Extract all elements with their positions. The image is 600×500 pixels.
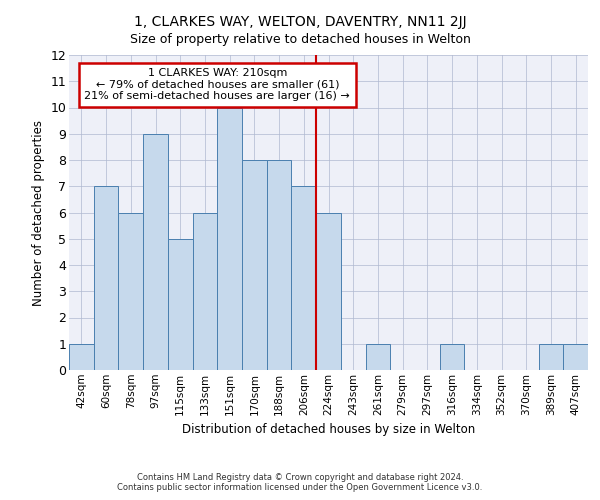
Bar	[563, 344, 588, 370]
Bar	[267, 160, 292, 370]
Bar	[94, 186, 118, 370]
Bar	[168, 239, 193, 370]
Bar	[242, 160, 267, 370]
Text: Contains HM Land Registry data © Crown copyright and database right 2024.
Contai: Contains HM Land Registry data © Crown c…	[118, 473, 482, 492]
Y-axis label: Number of detached properties: Number of detached properties	[32, 120, 45, 306]
Bar	[365, 344, 390, 370]
Bar	[143, 134, 168, 370]
Bar	[217, 108, 242, 370]
Bar	[539, 344, 563, 370]
Bar	[193, 212, 217, 370]
Text: 1 CLARKES WAY: 210sqm
← 79% of detached houses are smaller (61)
21% of semi-deta: 1 CLARKES WAY: 210sqm ← 79% of detached …	[85, 68, 350, 102]
Bar	[69, 344, 94, 370]
Bar	[118, 212, 143, 370]
Bar	[440, 344, 464, 370]
Bar	[316, 212, 341, 370]
Text: Size of property relative to detached houses in Welton: Size of property relative to detached ho…	[130, 32, 470, 46]
Text: 1, CLARKES WAY, WELTON, DAVENTRY, NN11 2JJ: 1, CLARKES WAY, WELTON, DAVENTRY, NN11 2…	[134, 15, 466, 29]
X-axis label: Distribution of detached houses by size in Welton: Distribution of detached houses by size …	[182, 423, 475, 436]
Bar	[292, 186, 316, 370]
